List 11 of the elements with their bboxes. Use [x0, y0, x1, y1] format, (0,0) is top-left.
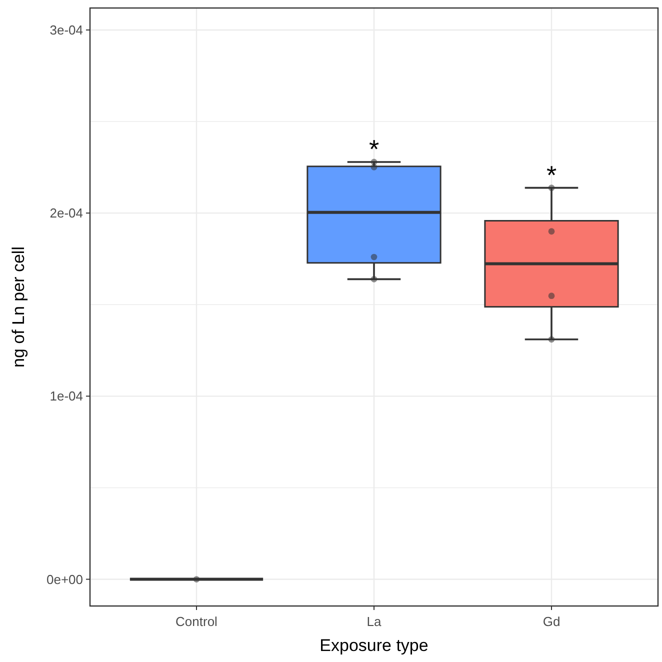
- y-tick-label: 2e-04: [50, 206, 83, 221]
- y-tick-label: 1e-04: [50, 388, 83, 404]
- x-tick-label: Control: [176, 614, 218, 629]
- x-axis-title: Exposure type: [320, 636, 428, 655]
- x-tick-label: Gd: [542, 614, 560, 629]
- y-tick-label: 0e+00: [46, 572, 83, 587]
- y-tick-label: 3e-04: [50, 22, 83, 38]
- annotation: *: [546, 160, 557, 190]
- y-axis-title: ng of Ln per cell: [9, 246, 28, 368]
- annotation: *: [368, 134, 380, 164]
- x-tick-label: La: [366, 614, 382, 629]
